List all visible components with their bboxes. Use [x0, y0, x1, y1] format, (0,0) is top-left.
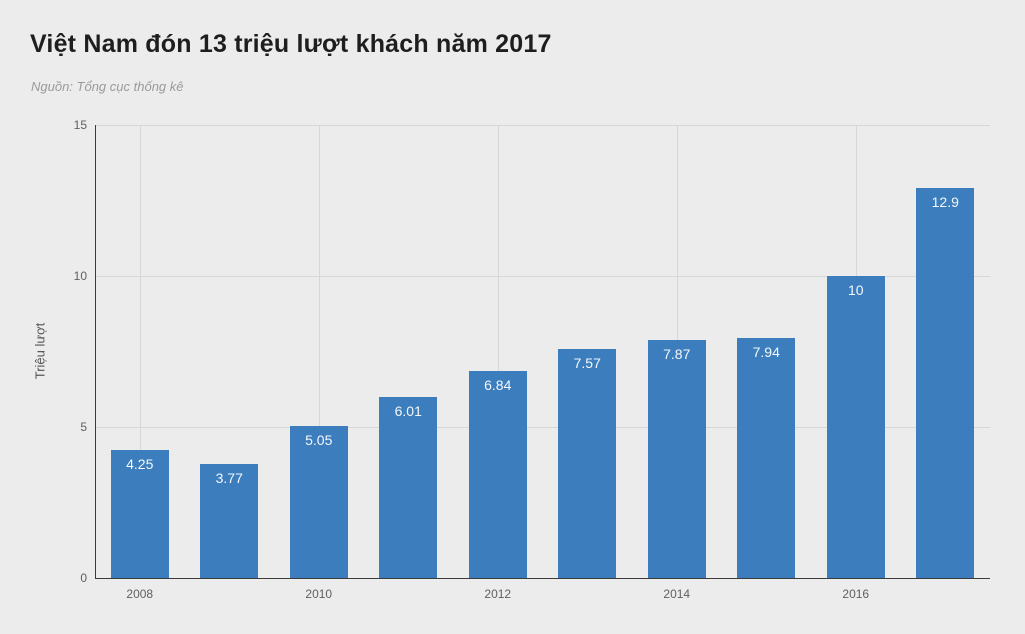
x-axis-baseline [95, 578, 990, 579]
chart-subtitle: Nguồn: Tổng cục thống kê [31, 79, 184, 94]
bar-2017: 12.9 [916, 188, 975, 578]
x-axis-tick-label: 2012 [484, 587, 512, 601]
bar-value-label: 5.05 [305, 431, 333, 448]
bar-value-label: 7.87 [663, 346, 691, 363]
bar-2013: 7.57 [558, 349, 617, 578]
y-axis-tick-label: 10 [73, 269, 87, 283]
bar-value-label: 12.9 [931, 194, 959, 211]
y-axis-title: Triệu lượt [32, 322, 48, 380]
bar-2009: 3.77 [200, 464, 259, 578]
bar-value-label: 3.77 [215, 470, 243, 487]
bar-2012: 6.84 [468, 371, 527, 578]
y-axis-tick-label: 15 [73, 118, 87, 132]
y-axis-tick-label: 5 [80, 420, 87, 434]
bar-2008: 4.25 [110, 449, 169, 578]
chart-title: Việt Nam đón 13 triệu lượt khách năm 201… [30, 30, 552, 58]
horizontal-gridline [95, 276, 990, 277]
bar-value-label: 4.25 [126, 455, 154, 472]
vertical-gridline [318, 125, 320, 578]
horizontal-gridline [95, 125, 990, 126]
bar-2015: 7.94 [737, 338, 796, 578]
horizontal-gridline [95, 427, 990, 428]
x-axis-tick-label: 2010 [305, 587, 333, 601]
bar-value-label: 6.84 [484, 377, 512, 394]
bar-value-label: 10 [847, 282, 864, 298]
bar-2016: 10 [826, 276, 885, 578]
bar-value-label: 7.57 [573, 355, 601, 372]
vertical-gridline [139, 125, 141, 578]
bar-2014: 7.87 [647, 340, 706, 578]
x-axis-tick-label: 2016 [842, 587, 870, 601]
y-axis-line [95, 125, 96, 579]
bar-2011: 6.01 [379, 396, 438, 578]
vertical-gridline [497, 125, 499, 578]
y-axis-tick-label: 0 [80, 571, 87, 585]
bar-value-label: 7.94 [752, 344, 780, 361]
x-axis-tick-label: 2008 [126, 587, 154, 601]
plot-area: 4.25 3.77 5.05 6.01 6.84 7.57 7.87 7.94 10 12.9 [95, 125, 990, 578]
bar-2010: 5.05 [289, 425, 348, 578]
x-axis-tick-label: 2014 [663, 587, 691, 601]
bar-value-label: 6.01 [394, 402, 422, 419]
